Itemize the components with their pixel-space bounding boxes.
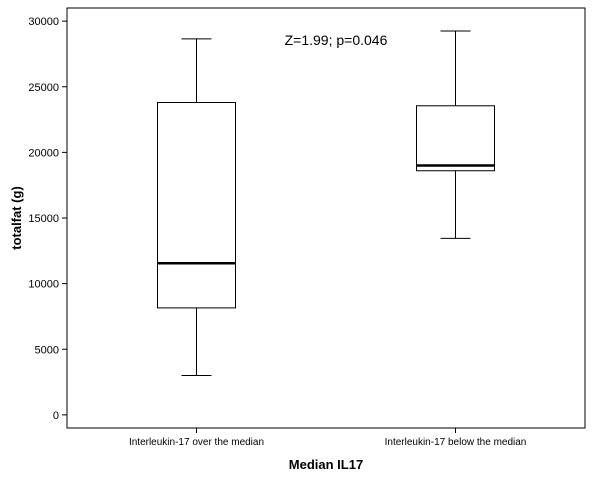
- category-label-2: Interleukin-17 below the median: [385, 437, 527, 448]
- y-tick-label-10000: 10000: [28, 279, 59, 291]
- x-axis-title: Median IL17: [289, 457, 363, 472]
- y-tick-label-25000: 25000: [28, 82, 59, 94]
- iqr-box: [416, 105, 495, 172]
- box-2: [416, 30, 495, 239]
- y-tick-label-20000: 20000: [28, 147, 59, 159]
- y-tick-label-30000: 30000: [28, 16, 59, 28]
- category-label-1: Interleukin-17 over the median: [129, 437, 264, 448]
- iqr-box: [157, 102, 236, 309]
- box-1: [157, 38, 236, 376]
- boxes-group: [157, 30, 495, 376]
- test-statistic-annotation: Z=1.99; p=0.046: [285, 32, 388, 48]
- y-tick-label-0: 0: [53, 410, 59, 422]
- y-tick-label-15000: 15000: [28, 213, 59, 225]
- y-axis: 0 5000 10000 15000 20000 25000 30000: [28, 16, 67, 422]
- plot-area-frame: [66, 7, 586, 429]
- y-tick-label-5000: 5000: [35, 344, 59, 356]
- y-axis-title: totalfat (g): [9, 186, 24, 250]
- x-axis: Interleukin-17 over the median Interleuki…: [129, 428, 526, 448]
